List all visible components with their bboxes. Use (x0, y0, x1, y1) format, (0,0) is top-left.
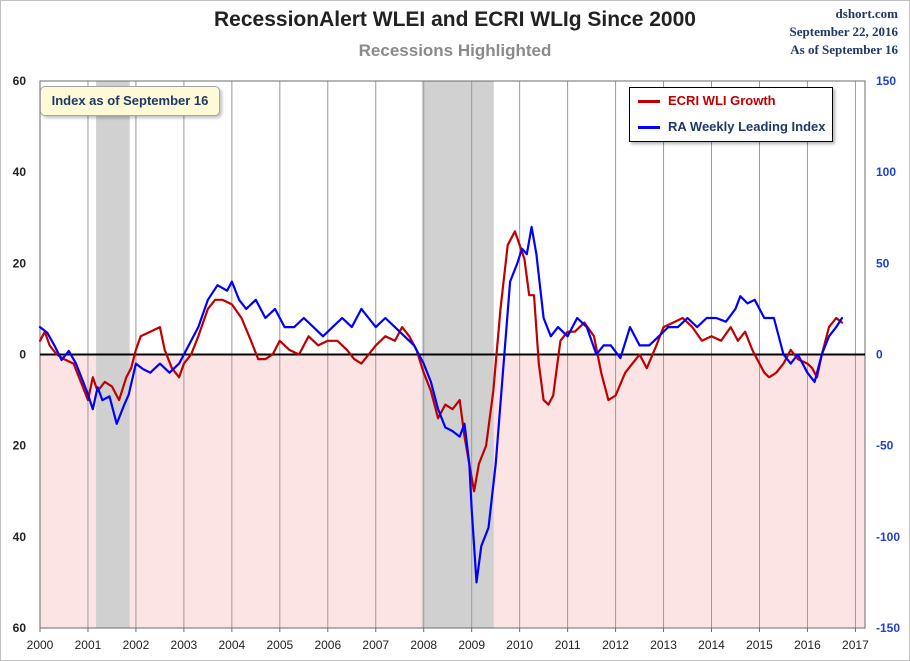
left-tick-label-0: 60 (13, 74, 27, 88)
credit-date: September 22, 2016 (789, 24, 898, 39)
right-tick-label-0: 150 (876, 74, 896, 88)
left-tick-label-1: 40 (13, 165, 27, 179)
x-tick-label-2016: 2016 (794, 638, 821, 652)
x-tick-label-2012: 2012 (602, 638, 629, 652)
legend-label-ra: RA Weekly Leading Index (668, 119, 826, 134)
left-tick-label-4: 20 (13, 439, 27, 453)
x-tick-label-2013: 2013 (650, 638, 677, 652)
chart-legend: ECRI WLI Growth RA Weekly Leading Index (629, 87, 833, 142)
index-note: Index as of September 16 (40, 86, 220, 116)
x-tick-label-2014: 2014 (698, 638, 725, 652)
x-tick-label-2003: 2003 (171, 638, 198, 652)
credit-source: dshort.com (835, 6, 898, 21)
right-tick-label-5: -100 (876, 530, 900, 544)
right-tick-label-2: 50 (876, 256, 890, 270)
legend-item-ecri: ECRI WLI Growth (638, 92, 776, 110)
left-tick-label-3: 0 (19, 348, 26, 362)
series-line-ecri (38, 230, 844, 493)
x-tick-label-2010: 2010 (506, 638, 533, 652)
x-tick-label-2017: 2017 (842, 638, 869, 652)
series-line-ra (38, 225, 844, 584)
x-tick-label-2004: 2004 (219, 638, 246, 652)
chart-subtitle: Recessions Highlighted (358, 41, 552, 60)
legend-swatch-ecri (638, 100, 660, 104)
x-tick-label-2005: 2005 (266, 638, 293, 652)
right-tick-label-6: -150 (876, 621, 900, 635)
x-tick-label-2015: 2015 (746, 638, 773, 652)
left-tick-label-6: 60 (13, 621, 27, 635)
right-tick-label-3: 0 (876, 348, 883, 362)
legend-label-ecri: ECRI WLI Growth (668, 93, 776, 108)
x-tick-label-2006: 2006 (314, 638, 341, 652)
legend-swatch-ra (638, 126, 660, 130)
left-tick-label-2: 20 (13, 256, 27, 270)
credit-as-of: As of September 16 (790, 42, 898, 57)
chart-title: RecessionAlert WLEI and ECRI WLIg Since … (214, 8, 696, 31)
x-tick-label-2007: 2007 (362, 638, 389, 652)
left-tick-label-5: 40 (13, 530, 27, 544)
x-tick-label-2001: 2001 (75, 638, 102, 652)
x-tick-label-2008: 2008 (410, 638, 437, 652)
legend-item-ra: RA Weekly Leading Index (638, 118, 826, 136)
right-tick-label-1: 100 (876, 165, 896, 179)
x-tick-label-2000: 2000 (27, 638, 54, 652)
x-tick-label-2011: 2011 (555, 638, 581, 652)
right-tick-label-4: -50 (876, 439, 894, 453)
x-tick-label-2009: 2009 (458, 638, 485, 652)
x-tick-label-2002: 2002 (123, 638, 150, 652)
